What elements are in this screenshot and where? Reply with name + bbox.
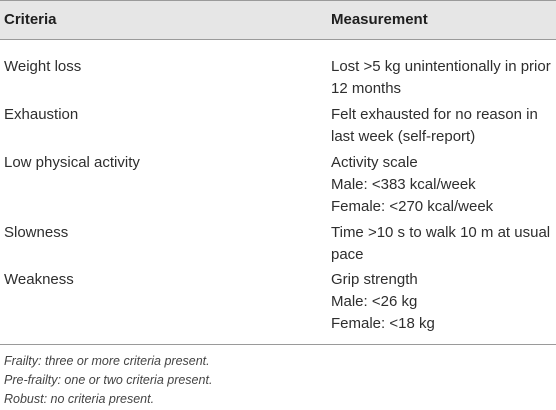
measurement-line: last week (self-report) (331, 128, 476, 145)
footnote-pre-frailty: Pre-frailty: one or two criteria present… (4, 373, 213, 387)
footnote-robust: Robust: no criteria present. (4, 392, 155, 406)
measurement-line: Activity scale (331, 154, 418, 171)
measurement-line: Male: <383 kcal/week (331, 176, 476, 193)
measurement-line: Lost >5 kg unintentionally in prior (331, 58, 551, 75)
measurement-cell: Activity scale Male: <383 kcal/week Fema… (331, 152, 493, 218)
measurement-line: pace (331, 246, 364, 263)
measurement-line: Felt exhausted for no reason in (331, 106, 538, 123)
measurement-cell: Felt exhausted for no reason in last wee… (331, 104, 538, 148)
measurement-line: Male: <26 kg (331, 293, 418, 310)
measurement-cell: Time >10 s to walk 10 m at usual pace (331, 222, 550, 266)
measurement-line: 12 months (331, 80, 402, 97)
criteria-cell: Slowness (4, 224, 69, 241)
measurement-cell: Lost >5 kg unintentionally in prior 12 m… (331, 56, 551, 100)
criteria-cell: Weight loss (4, 58, 82, 75)
measurement-line: Female: <18 kg (331, 315, 435, 332)
criteria-cell: Exhaustion (4, 106, 79, 123)
measurement-line: Time >10 s to walk 10 m at usual (331, 224, 551, 241)
footnote-frailty: Frailty: three or more criteria present. (4, 354, 210, 368)
table-header-row: Criteria Measurement (0, 0, 556, 40)
criteria-cell: Low physical activity (4, 154, 140, 171)
measurement-cell: Grip strength Male: <26 kg Female: <18 k… (331, 269, 435, 335)
table-footnotes: Frailty: three or more criteria present.… (4, 352, 212, 409)
header-criteria: Criteria (4, 11, 57, 28)
header-measurement: Measurement (331, 11, 428, 28)
criteria-cell: Weakness (4, 271, 74, 288)
measurement-line: Female: <270 kcal/week (331, 198, 494, 215)
table-bottom-divider (0, 344, 556, 345)
measurement-line: Grip strength (331, 271, 418, 288)
